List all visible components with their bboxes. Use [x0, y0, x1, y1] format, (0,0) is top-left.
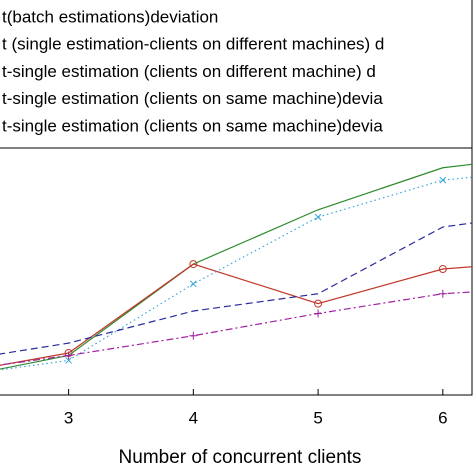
x-axis-label: Number of concurrent clients [119, 447, 362, 468]
legend-label: t(batch estimations)deviation [2, 7, 218, 26]
legend-box [0, 0, 473, 149]
series-line [0, 291, 472, 366]
series-line [0, 263, 472, 366]
point [438, 289, 447, 298]
point [314, 309, 323, 318]
series-line [0, 176, 472, 371]
point [189, 331, 198, 340]
x-tick-label: 4 [189, 408, 198, 427]
point [64, 351, 73, 360]
point [438, 265, 447, 274]
point [65, 357, 72, 364]
legend-label: t (single estimation-clients on differen… [2, 35, 384, 54]
legend-label: t-single estimation (clients on same mac… [2, 89, 383, 108]
point [189, 260, 198, 269]
legend-label: t-single estimation (clients on differen… [2, 62, 376, 81]
x-tick-label: 6 [438, 408, 447, 427]
point [314, 213, 322, 221]
x-tick-label: 3 [64, 408, 73, 427]
series-line [0, 222, 472, 355]
legend-label: t-single estimation (clients on same mac… [2, 116, 383, 135]
point [314, 299, 323, 308]
x-tick-label: 5 [313, 408, 322, 427]
point [189, 280, 197, 288]
point [439, 176, 447, 184]
series-line [0, 163, 472, 370]
